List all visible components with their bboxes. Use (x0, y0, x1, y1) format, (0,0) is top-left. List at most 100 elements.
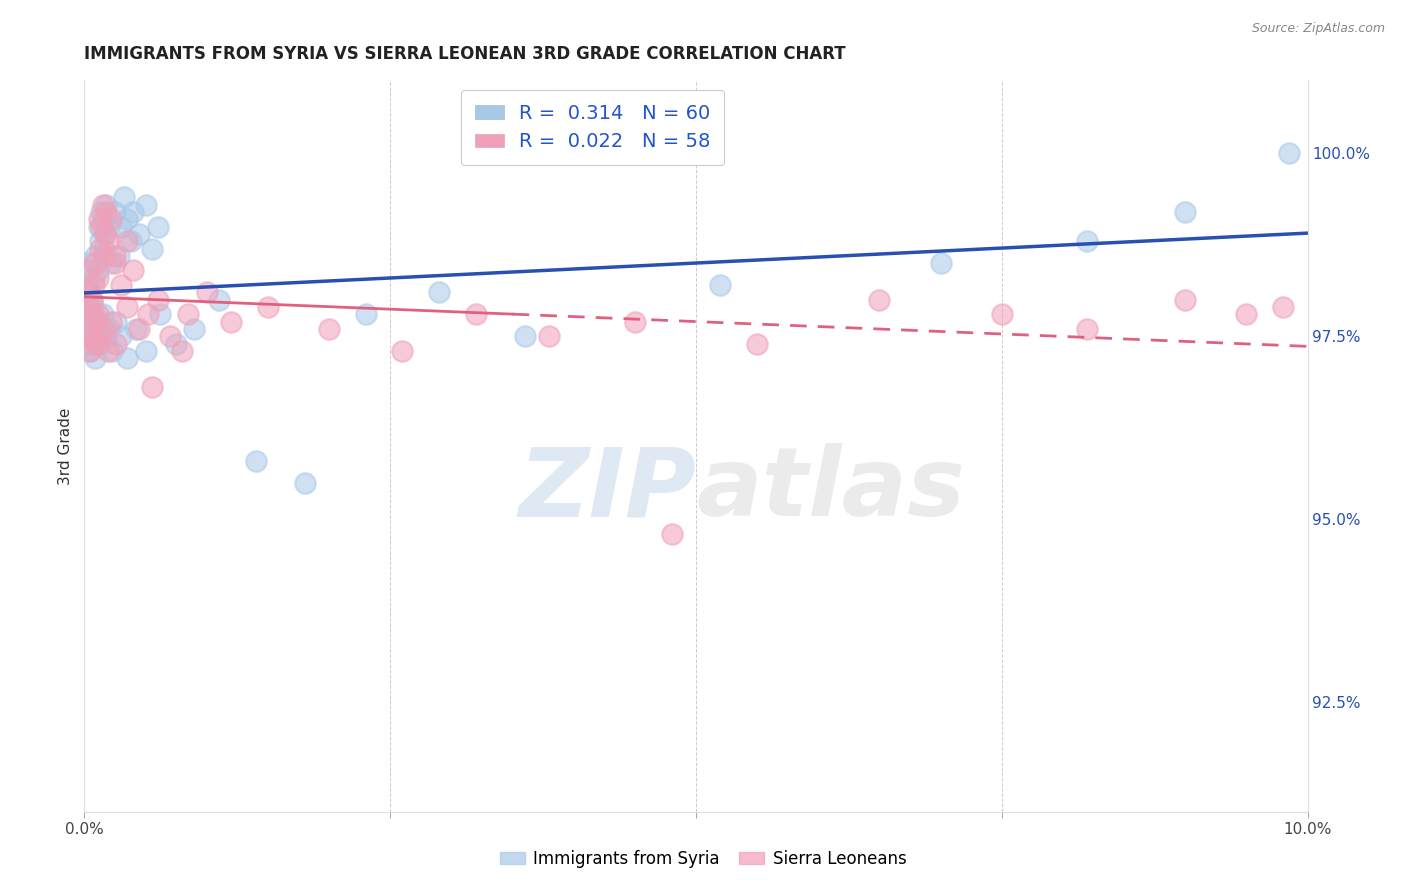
Point (100, 256, 122, 270)
Point (94, 227, 117, 241)
Point (87, 307, 110, 321)
Point (90, 219, 112, 234)
Point (87, 263, 110, 277)
Point (96, 329, 118, 343)
Point (136, 307, 159, 321)
Point (82, 300, 104, 314)
Point (159, 329, 181, 343)
Point (84, 351, 107, 366)
Point (747, 336, 769, 351)
Point (93, 242, 115, 256)
Point (82, 315, 104, 329)
Point (104, 256, 127, 270)
Point (195, 285, 218, 300)
Point (146, 293, 169, 307)
Point (83, 270, 105, 285)
Point (77, 329, 100, 343)
Point (77, 256, 100, 270)
Point (112, 190, 135, 204)
Point (76, 278, 98, 293)
Point (90, 205, 112, 219)
Point (110, 329, 132, 343)
Point (104, 205, 127, 219)
Point (77, 285, 100, 300)
Point (1076, 322, 1098, 336)
Point (1174, 205, 1197, 219)
Point (172, 343, 194, 358)
Point (105, 315, 128, 329)
Point (1236, 307, 1258, 321)
Point (84, 256, 107, 270)
Point (464, 307, 486, 321)
Point (89, 329, 111, 343)
Point (89, 242, 111, 256)
Point (93, 249, 115, 263)
Point (97, 219, 120, 234)
Point (513, 329, 536, 343)
Point (128, 322, 150, 336)
Point (91, 307, 114, 321)
Point (391, 343, 413, 358)
Point (76, 285, 98, 300)
Point (219, 315, 242, 329)
Point (146, 219, 169, 234)
Point (94, 227, 117, 241)
Point (77, 322, 100, 336)
Point (318, 322, 340, 336)
Point (79, 322, 101, 336)
Point (929, 256, 952, 270)
Point (1272, 300, 1295, 314)
Point (245, 453, 267, 467)
Point (97, 343, 120, 358)
Point (427, 285, 450, 300)
Point (115, 351, 138, 366)
Point (1076, 234, 1098, 248)
Point (354, 307, 377, 321)
Point (77, 300, 100, 314)
Legend: Immigrants from Syria, Sierra Leoneans: Immigrants from Syria, Sierra Leoneans (494, 844, 912, 875)
Point (87, 219, 110, 234)
Point (79, 343, 101, 358)
Point (257, 300, 280, 314)
Point (100, 212, 122, 227)
Point (96, 197, 118, 211)
Point (1174, 293, 1197, 307)
Point (80, 293, 103, 307)
Point (624, 315, 647, 329)
Point (83, 278, 105, 293)
Text: IMMIGRANTS FROM SYRIA VS SIERRA LEONEAN 3RD GRADE CORRELATION CHART: IMMIGRANTS FROM SYRIA VS SIERRA LEONEAN … (84, 45, 846, 63)
Point (538, 329, 561, 343)
Point (177, 307, 200, 321)
Point (89, 234, 111, 248)
Point (86, 336, 108, 351)
Legend: R =  0.314   N = 60, R =  0.022   N = 58: R = 0.314 N = 60, R = 0.022 N = 58 (461, 90, 724, 165)
Point (661, 526, 683, 541)
Point (82, 329, 104, 343)
Point (96, 205, 118, 219)
Point (141, 380, 163, 394)
Point (93, 322, 115, 336)
Point (84, 336, 107, 351)
Point (104, 249, 127, 263)
Y-axis label: 3rd Grade: 3rd Grade (58, 408, 73, 484)
Point (84, 249, 107, 263)
Point (122, 205, 145, 219)
Point (135, 197, 157, 211)
Point (115, 300, 138, 314)
Point (86, 329, 108, 343)
Point (87, 212, 110, 227)
Point (82, 307, 104, 321)
Point (149, 307, 172, 321)
Point (89, 336, 111, 351)
Point (115, 234, 138, 248)
Point (80, 293, 103, 307)
Point (107, 249, 129, 263)
Point (87, 270, 110, 285)
Point (76, 336, 98, 351)
Point (120, 234, 142, 248)
Point (97, 322, 120, 336)
Point (87, 315, 110, 329)
Point (183, 322, 205, 336)
Point (128, 227, 150, 241)
Point (141, 242, 163, 256)
